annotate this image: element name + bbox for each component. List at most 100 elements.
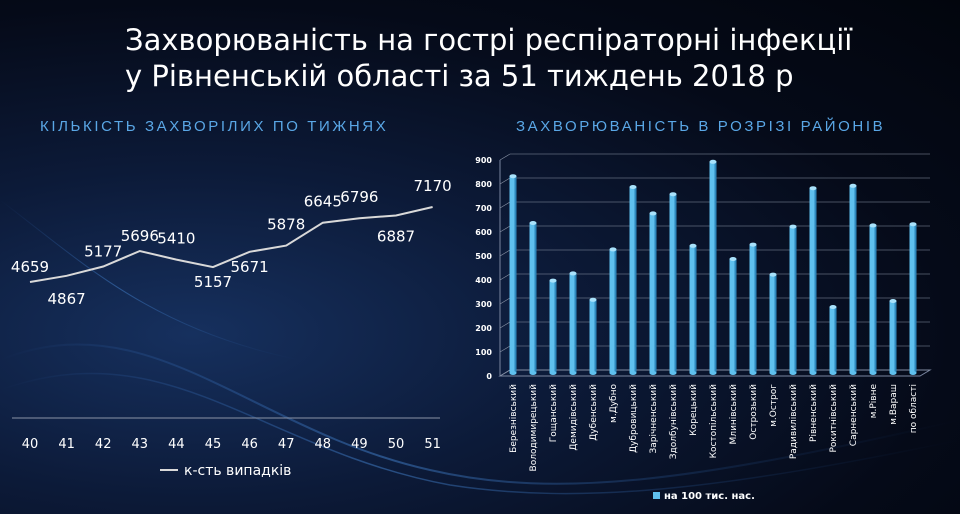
bar-base bbox=[649, 371, 657, 375]
x-tick-label: Гощанський bbox=[549, 384, 559, 442]
bar-body bbox=[669, 194, 677, 373]
x-tick-label: Дубенський bbox=[589, 384, 599, 441]
bar-shade bbox=[854, 185, 857, 373]
x-tick-label: Володимирецький bbox=[529, 384, 539, 472]
x-tick-label: 48 bbox=[315, 437, 332, 452]
bar-top bbox=[769, 272, 777, 277]
bar-top bbox=[709, 159, 717, 164]
bar-base bbox=[749, 371, 757, 375]
bar-base bbox=[689, 371, 697, 375]
data-label: 4659 bbox=[11, 258, 49, 276]
bar-shade bbox=[654, 213, 657, 373]
bar-top bbox=[549, 278, 557, 283]
bar-body bbox=[849, 185, 857, 373]
x-tick-label: м.Рівне bbox=[869, 384, 879, 419]
bar bbox=[869, 223, 877, 375]
bar-shade bbox=[634, 187, 637, 373]
bar-base bbox=[589, 371, 597, 375]
bar-body bbox=[869, 225, 877, 373]
gridline-diag bbox=[499, 153, 511, 161]
y-tick-label: 900 bbox=[475, 156, 492, 165]
x-tick-label: 43 bbox=[132, 437, 149, 452]
bar-shade bbox=[574, 273, 577, 373]
bar-base bbox=[769, 371, 777, 375]
bar-shade bbox=[694, 245, 697, 373]
gridline-diag bbox=[499, 273, 511, 281]
bar-base bbox=[709, 371, 717, 375]
title-line-1: Захворюваність на гострі респіраторні ін… bbox=[125, 23, 853, 57]
legend-label: на 100 тис. нас. bbox=[664, 491, 755, 502]
bar-body bbox=[709, 161, 717, 373]
bar-base bbox=[809, 371, 817, 375]
x-tick-label: 46 bbox=[241, 437, 258, 452]
bar-top bbox=[809, 186, 817, 191]
bar-base bbox=[829, 371, 837, 375]
bar-top bbox=[529, 221, 537, 225]
x-tick-label: Рокитнівський bbox=[829, 384, 839, 453]
bar-shade bbox=[554, 280, 557, 373]
bar bbox=[909, 222, 917, 375]
x-tick-label: Дубровицький bbox=[629, 384, 639, 453]
bar-shade bbox=[594, 299, 597, 373]
bar-top bbox=[629, 185, 637, 189]
gridline-diag bbox=[499, 321, 511, 329]
bar-shade bbox=[894, 301, 897, 373]
page-title: Захворюваність на гострі респіраторні ін… bbox=[125, 22, 852, 94]
bar-body bbox=[889, 301, 897, 373]
x-tick-label: 42 bbox=[95, 437, 112, 452]
bar-body bbox=[909, 224, 917, 373]
bar bbox=[669, 192, 677, 375]
gridline-diag bbox=[499, 369, 511, 377]
bar-top bbox=[789, 224, 797, 229]
bar-body bbox=[509, 176, 517, 373]
bar-shade bbox=[614, 249, 617, 373]
bar bbox=[609, 247, 617, 375]
bar-body bbox=[569, 273, 577, 373]
bar-body bbox=[549, 280, 557, 373]
gridline-diag bbox=[499, 177, 511, 185]
bar-base bbox=[629, 371, 637, 375]
bar bbox=[629, 185, 637, 375]
bar bbox=[889, 299, 897, 375]
bar bbox=[649, 211, 657, 375]
data-label: 5177 bbox=[84, 243, 122, 261]
bar bbox=[809, 186, 817, 375]
x-tick-label: Радивилівський bbox=[789, 384, 799, 459]
bar-body bbox=[729, 259, 737, 373]
data-label: 5696 bbox=[121, 227, 159, 245]
line-chart-title: КІЛЬКІСТЬ ЗАХВОРІЛИХ ПО ТИЖНЯХ bbox=[40, 118, 389, 135]
bar-top bbox=[909, 222, 917, 227]
bar bbox=[729, 257, 737, 375]
bar bbox=[689, 243, 697, 375]
bar bbox=[709, 159, 717, 375]
x-tick-label: 45 bbox=[205, 437, 222, 452]
bar bbox=[789, 224, 797, 375]
bar-body bbox=[789, 226, 797, 373]
bar-base bbox=[849, 371, 857, 375]
gridline-diag bbox=[499, 249, 511, 257]
y-tick-label: 200 bbox=[475, 324, 492, 333]
bar-top bbox=[649, 211, 657, 216]
x-tick-label: 51 bbox=[424, 437, 441, 452]
bar-top bbox=[889, 299, 897, 303]
bar-chart-title: ЗАХВОРЮВАНІСТЬ В РОЗРІЗІ РАЙОНІВ bbox=[516, 118, 886, 135]
bar-body bbox=[689, 245, 697, 373]
bar-shade bbox=[914, 224, 917, 373]
bar-top bbox=[569, 271, 577, 276]
bar-base bbox=[909, 371, 917, 375]
x-tick-label: 50 bbox=[388, 437, 405, 452]
data-label: 7170 bbox=[414, 177, 452, 195]
gridline-diag bbox=[499, 345, 511, 353]
bar-shade bbox=[734, 259, 737, 373]
y-tick-label: 100 bbox=[475, 348, 492, 357]
bar-shade bbox=[534, 223, 537, 373]
x-tick-label: Рівненський bbox=[809, 384, 819, 442]
bar-top bbox=[749, 242, 757, 247]
bar-top bbox=[869, 223, 877, 228]
data-label: 6796 bbox=[340, 188, 378, 206]
x-tick-label: Сарненський bbox=[849, 384, 859, 446]
bar-top bbox=[729, 257, 737, 261]
x-tick-label: 49 bbox=[351, 437, 368, 452]
